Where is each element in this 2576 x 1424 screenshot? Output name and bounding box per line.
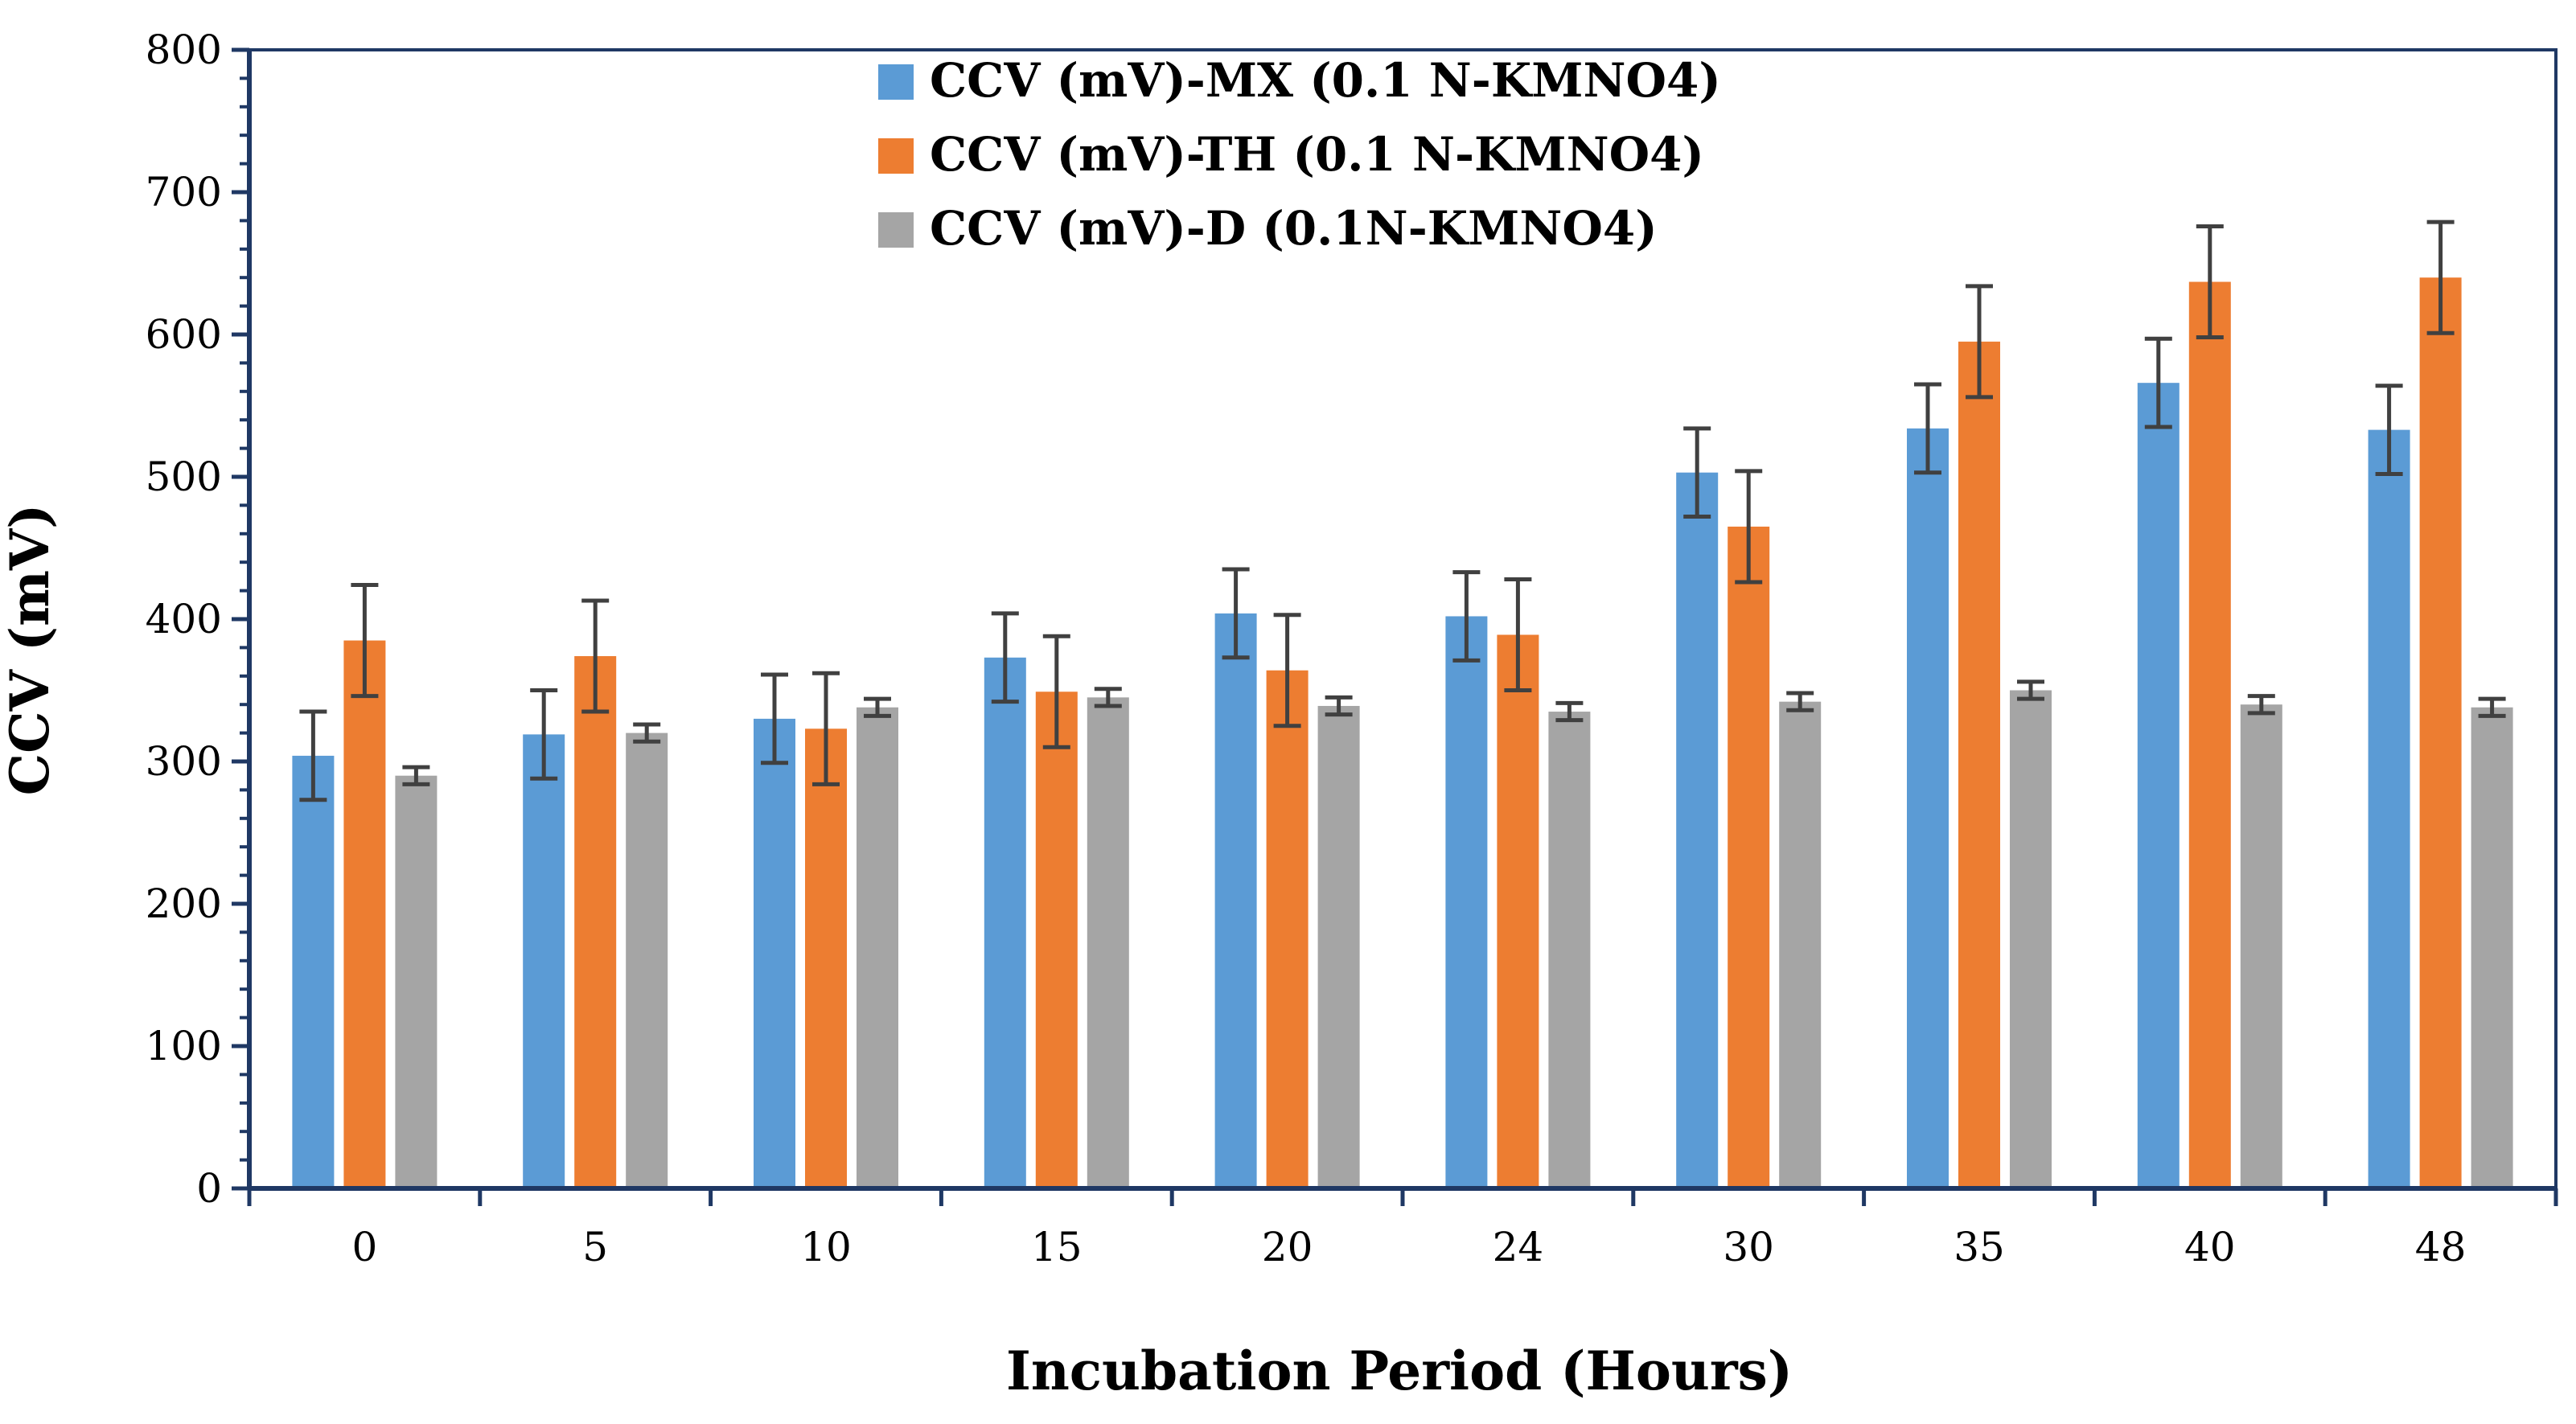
error-bar-s1-20: [1273, 613, 1301, 728]
error-bar-s2-0: [402, 765, 430, 786]
error-bar-s2-10: [864, 696, 891, 718]
legend-label: CCV (mV)-D (0.1N-KMNO4): [930, 201, 1658, 256]
bar-s1-40: [2188, 281, 2231, 1188]
error-bar-s0-40: [2144, 336, 2172, 429]
error-bar-s1-40: [2196, 224, 2224, 340]
legend-item-1: CCV (mV)-TH (0.1 N-KMNO4): [878, 127, 1704, 182]
bar-s0-30: [1676, 472, 1719, 1188]
tick-labels: 0 100 200 300 400 500 600 700 800 0 5 10 15 20 24 30 35 4…: [146, 27, 2467, 1270]
y-tick-label: 600: [146, 311, 222, 358]
error-bar-s0-0: [299, 709, 327, 802]
x-axis-title: Incubation Period (Hours): [1006, 1340, 1793, 1402]
error-bar-s1-0: [351, 583, 379, 699]
legend-item-2: CCV (mV)-D (0.1N-KMNO4): [878, 201, 1658, 256]
bar-s0-48: [2368, 429, 2410, 1188]
bars-layer: [292, 277, 2513, 1189]
bar-s0-35: [1907, 428, 1949, 1188]
bar-s2-40: [2240, 704, 2282, 1188]
error-bar-s0-30: [1683, 426, 1711, 519]
error-bar-s1-35: [1966, 284, 1993, 400]
x-tick-label: 0: [351, 1224, 377, 1270]
bar-s1-15: [1035, 691, 1078, 1188]
bar-s1-20: [1266, 670, 1309, 1188]
y-tick-label: 200: [146, 880, 222, 927]
legend-label: CCV (mV)-MX (0.1 N-KMNO4): [930, 53, 1721, 108]
axes: [232, 47, 2558, 1206]
x-tick-label: 35: [1954, 1224, 2005, 1270]
error-bar-s2-15: [1094, 687, 1122, 708]
error-bar-s0-24: [1452, 570, 1481, 663]
error-bar-s2-40: [2247, 694, 2275, 716]
legend-label: CCV (mV)-TH (0.1 N-KMNO4): [930, 127, 1704, 182]
error-bars-layer: [299, 220, 2506, 802]
legend-swatch: [878, 138, 914, 174]
x-tick-label: 30: [1723, 1224, 1774, 1270]
x-tick-label: 5: [582, 1224, 608, 1270]
bar-s0-15: [984, 657, 1026, 1188]
error-bar-s1-30: [1735, 469, 1763, 585]
y-tick-label: 400: [146, 596, 222, 642]
error-bar-s0-5: [530, 688, 558, 781]
error-bar-s2-5: [633, 722, 661, 744]
legend: CCV (mV)-MX (0.1 N-KMNO4) CCV (mV)-TH (0.…: [878, 53, 1721, 256]
error-bar-s0-35: [1914, 382, 1941, 475]
bar-s2-35: [2010, 690, 2052, 1188]
y-tick-label: 300: [146, 738, 222, 785]
bar-s2-15: [1087, 697, 1129, 1188]
error-bar-s1-24: [1504, 577, 1532, 692]
bar-s2-5: [626, 733, 668, 1188]
error-bar-s2-24: [1555, 700, 1584, 723]
bar-s0-24: [1445, 616, 1488, 1188]
y-axis-title: CCV (mV): [0, 504, 61, 796]
y-tick-label: 100: [146, 1023, 222, 1069]
legend-swatch: [878, 212, 914, 248]
bar-s2-20: [1317, 705, 1360, 1188]
bar-s1-35: [1958, 341, 2000, 1189]
bar-s1-0: [343, 640, 386, 1188]
bar-s2-30: [1779, 701, 1822, 1188]
error-bar-s1-48: [2426, 220, 2455, 335]
legend-swatch: [878, 64, 914, 100]
error-bar-s1-5: [581, 598, 610, 714]
bar-s1-10: [805, 728, 847, 1188]
error-bar-s0-48: [2375, 384, 2403, 476]
bar-s2-0: [395, 775, 438, 1188]
x-tick-label: 20: [1262, 1224, 1313, 1270]
error-bar-s0-10: [761, 672, 788, 765]
y-tick-label: 0: [196, 1165, 222, 1212]
bar-s1-5: [574, 656, 617, 1188]
bar-s0-20: [1214, 613, 1257, 1188]
error-bar-s0-20: [1222, 567, 1250, 660]
error-bar-s1-10: [812, 671, 840, 786]
bar-s2-48: [2471, 707, 2513, 1188]
error-bar-s2-35: [2017, 679, 2044, 701]
x-tick-label: 15: [1031, 1224, 1083, 1270]
bar-s0-10: [754, 718, 795, 1188]
bar-s2-24: [1548, 712, 1591, 1188]
bar-s1-30: [1728, 526, 1770, 1188]
bar-s1-48: [2419, 277, 2462, 1189]
x-tick-label: 10: [800, 1224, 852, 1270]
error-bar-s2-20: [1325, 695, 1353, 717]
error-bar-s2-30: [1786, 691, 1814, 712]
bar-s2-10: [857, 707, 898, 1188]
bar-s0-5: [523, 734, 565, 1188]
legend-item-0: CCV (mV)-MX (0.1 N-KMNO4): [878, 53, 1721, 108]
y-tick-label: 700: [146, 169, 222, 215]
error-bar-s1-15: [1042, 634, 1070, 749]
x-tick-label: 40: [2184, 1224, 2236, 1270]
y-tick-label: 800: [146, 27, 222, 73]
bar-s0-40: [2137, 383, 2180, 1188]
bar-s0-0: [292, 755, 335, 1188]
x-tick-label: 48: [2415, 1224, 2467, 1270]
y-tick-label: 500: [146, 453, 222, 500]
x-tick-label: 24: [1493, 1224, 1544, 1270]
error-bar-s2-48: [2478, 696, 2506, 718]
error-bar-s0-15: [991, 611, 1019, 704]
bar-s1-24: [1497, 634, 1539, 1188]
